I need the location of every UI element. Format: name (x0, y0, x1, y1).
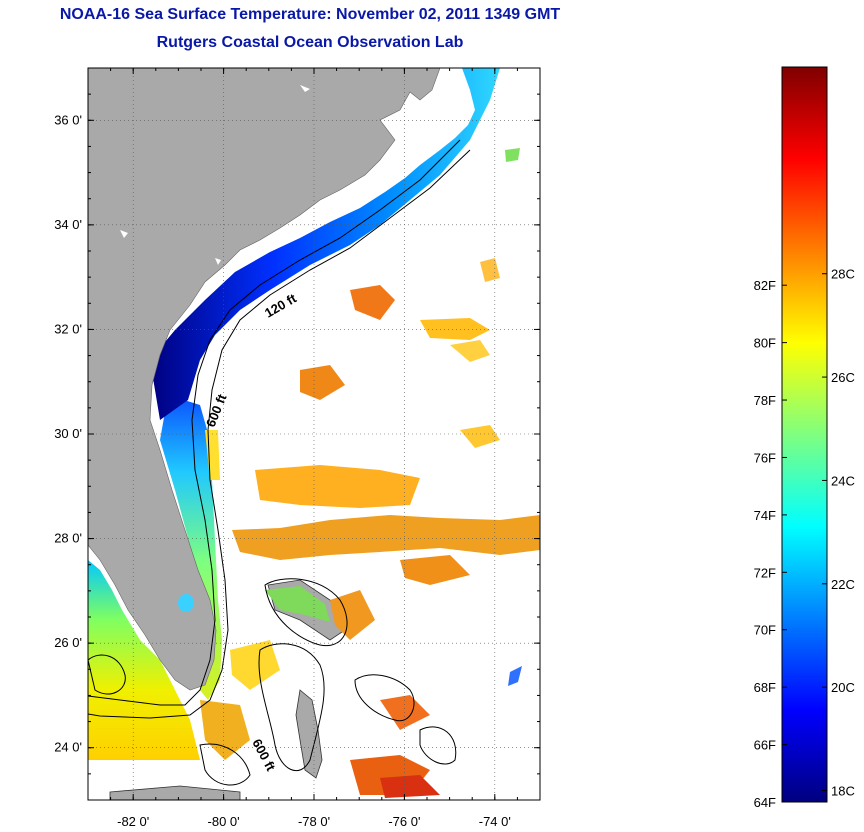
colorbar (781, 66, 828, 803)
colorbar-c-label: 18C (831, 784, 855, 799)
depth-contours (88, 139, 471, 786)
longitude-labels: -82 0' -80 0' -78 0' -76 0' -74 0' (117, 814, 511, 829)
colorbar-f-label: 76F (754, 450, 776, 465)
colorbar-c-label: 26C (831, 370, 855, 385)
sst-patches (200, 148, 540, 798)
colorbar-c-label: 28C (831, 267, 855, 282)
colorbar-c-label: 22C (831, 577, 855, 592)
lat-label: 36 0' (54, 112, 82, 127)
map-subtitle: Rutgers Coastal Ocean Observation Lab (156, 34, 464, 51)
graticule (88, 68, 540, 800)
lake-okeechobee (178, 594, 194, 612)
lat-label: 34 0' (54, 217, 82, 232)
colorbar-c-label: 20C (831, 680, 855, 695)
lon-label: -80 0' (208, 814, 240, 829)
colorbar-f-label: 70F (754, 623, 776, 638)
lat-label: 30 0' (54, 426, 82, 441)
colorbar-f-label: 74F (754, 508, 776, 523)
lat-label: 32 0' (54, 321, 82, 336)
colorbar-c-label: 24C (831, 473, 855, 488)
colorbar-f-label: 80F (754, 336, 776, 351)
axis-ticks (87, 67, 541, 801)
lat-label: 26 0' (54, 635, 82, 650)
bahamas-land (295, 689, 323, 779)
map-title: NOAA-16 Sea Surface Temperature: Novembe… (59, 6, 561, 23)
lon-label: -78 0' (298, 814, 330, 829)
colorbar-f-label: 82F (754, 278, 776, 293)
colorbar-celsius-labels: 18C 20C 22C 24C 26C 28C (831, 267, 855, 799)
colorbar-ticks (782, 273, 827, 803)
lon-label: -76 0' (388, 814, 420, 829)
latitude-labels: 24 0' 26 0' 28 0' 30 0' 32 0' 34 0' 36 0' (54, 112, 82, 754)
colorbar-f-label: 68F (754, 680, 776, 695)
lon-label: -82 0' (117, 814, 149, 829)
colorbar-f-label: 78F (754, 393, 776, 408)
lat-label: 28 0' (54, 531, 82, 546)
land-us (88, 68, 441, 691)
shelf-sst (150, 68, 500, 420)
lat-label: 24 0' (54, 740, 82, 755)
lon-label: -74 0' (479, 814, 511, 829)
colorbar-fahrenheit-labels: 64F 66F 68F 70F 72F 74F 76F 78F 80F 82F (754, 278, 776, 810)
colorbar-f-label: 72F (754, 565, 776, 580)
colorbar-f-label: 66F (754, 738, 776, 753)
gulf-sst (88, 560, 200, 760)
colorbar-f-label: 64F (754, 795, 776, 810)
